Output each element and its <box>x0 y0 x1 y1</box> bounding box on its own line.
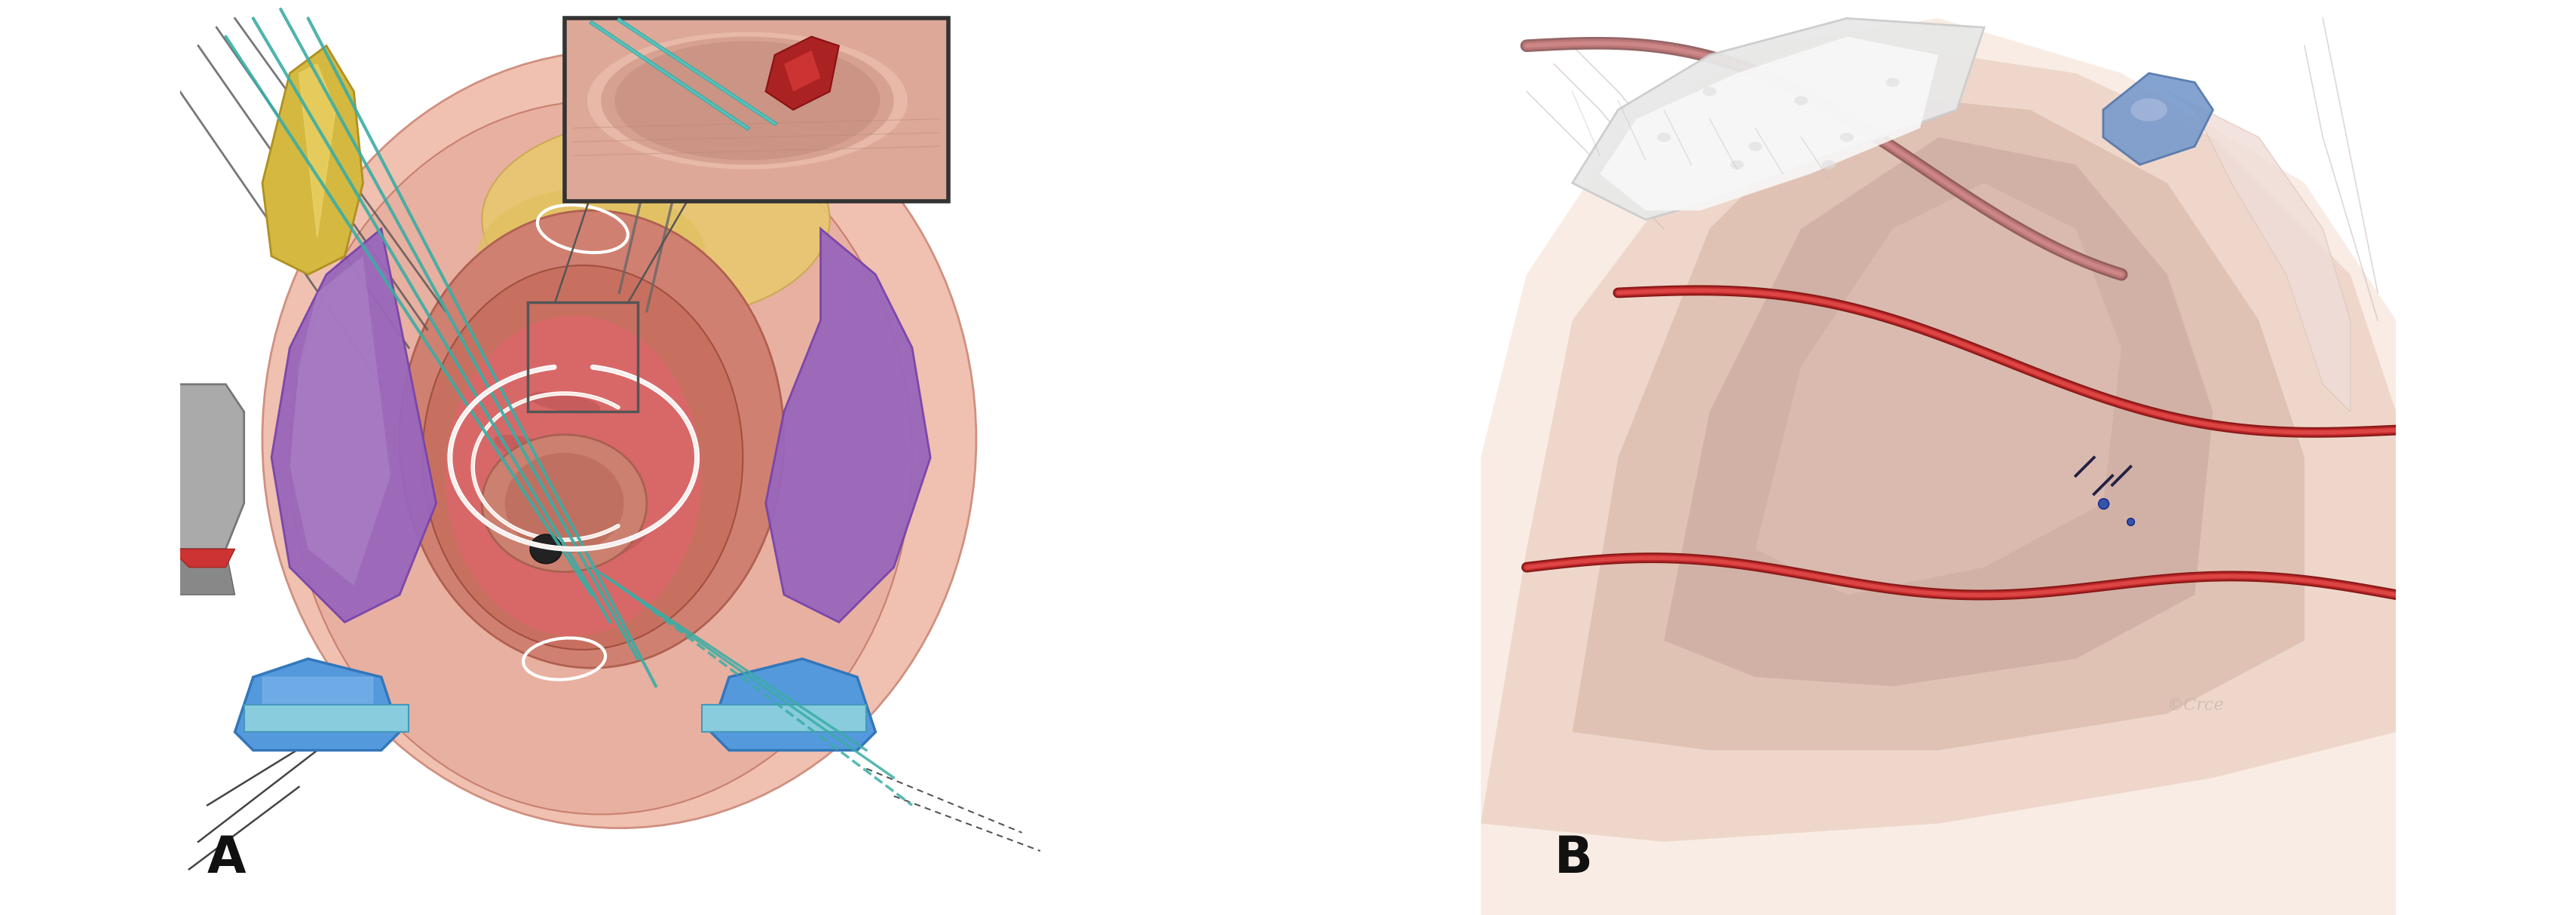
Polygon shape <box>152 384 245 549</box>
Polygon shape <box>1664 137 2213 686</box>
Text: B: B <box>1553 834 1592 883</box>
Ellipse shape <box>1886 78 1899 87</box>
Polygon shape <box>299 64 335 238</box>
Ellipse shape <box>399 210 783 668</box>
Ellipse shape <box>263 50 976 828</box>
Bar <box>701 705 866 732</box>
Ellipse shape <box>572 530 647 568</box>
Ellipse shape <box>1839 133 1855 142</box>
Text: ©Crce: ©Crce <box>2166 697 2223 714</box>
Ellipse shape <box>482 435 647 572</box>
Ellipse shape <box>495 435 598 480</box>
Ellipse shape <box>528 392 600 414</box>
Ellipse shape <box>587 32 907 169</box>
Ellipse shape <box>289 101 912 814</box>
Polygon shape <box>783 50 822 92</box>
Ellipse shape <box>1656 133 1672 142</box>
Polygon shape <box>270 229 435 622</box>
Polygon shape <box>711 659 876 750</box>
Polygon shape <box>1571 18 1984 220</box>
Bar <box>564 18 948 201</box>
Ellipse shape <box>477 188 706 325</box>
Polygon shape <box>1571 92 2306 750</box>
Polygon shape <box>170 549 234 567</box>
Bar <box>528 302 639 412</box>
Ellipse shape <box>1821 160 1837 169</box>
Ellipse shape <box>549 487 636 520</box>
Ellipse shape <box>1703 87 1716 96</box>
Polygon shape <box>2166 92 2349 412</box>
Polygon shape <box>1754 183 2123 595</box>
Ellipse shape <box>531 534 562 564</box>
Ellipse shape <box>446 316 701 636</box>
Polygon shape <box>289 256 392 586</box>
Ellipse shape <box>600 37 894 165</box>
Polygon shape <box>765 229 930 622</box>
Ellipse shape <box>616 41 881 160</box>
Polygon shape <box>170 549 234 595</box>
Polygon shape <box>263 46 363 274</box>
Polygon shape <box>2102 73 2213 165</box>
Polygon shape <box>1481 18 2396 915</box>
Ellipse shape <box>1795 96 1808 105</box>
Polygon shape <box>765 37 840 110</box>
Bar <box>245 705 410 732</box>
Ellipse shape <box>1749 142 1762 151</box>
Ellipse shape <box>482 119 829 320</box>
Polygon shape <box>234 659 399 750</box>
Ellipse shape <box>422 265 742 650</box>
Polygon shape <box>1600 37 1940 210</box>
Ellipse shape <box>505 453 623 554</box>
Ellipse shape <box>2130 98 2166 121</box>
Text: A: A <box>209 834 247 883</box>
Polygon shape <box>1481 46 2396 842</box>
Ellipse shape <box>1731 160 1744 169</box>
